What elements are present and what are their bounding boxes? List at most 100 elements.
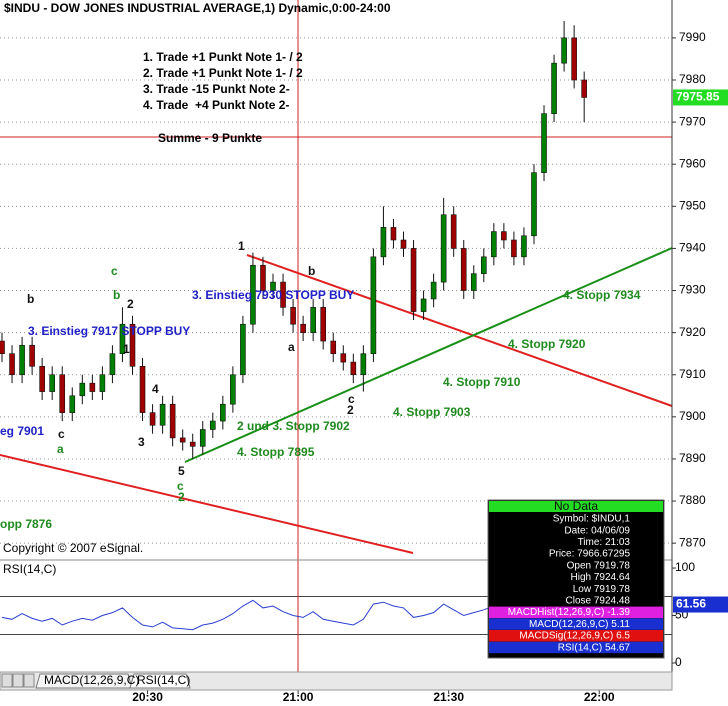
data-window-row: Open 7919.78 [567, 560, 631, 571]
candle-body [49, 374, 55, 392]
tab-label[interactable]: RSI(14,C) [137, 673, 190, 687]
scroll-button[interactable] [23, 673, 35, 688]
candles [0, 21, 587, 631]
data-window-row-bg [489, 618, 663, 630]
tab[interactable] [129, 673, 191, 689]
candle-body [179, 437, 186, 443]
trend-line [184, 247, 673, 463]
x-tick-label: 22:00 [584, 690, 615, 704]
trend-line [246, 254, 673, 407]
y-tick-label: 7930 [679, 283, 706, 297]
candle-body [450, 214, 457, 249]
candle-body [280, 281, 286, 308]
candle-body [89, 382, 96, 392]
candle-body [29, 344, 35, 367]
data-window-row: MACDSig(12,26,9,C) 6.5 [519, 631, 630, 642]
annotation: b [308, 264, 315, 278]
annotation: 3 [138, 435, 145, 449]
y-tick-label: 7990 [679, 30, 706, 44]
y-tick-label: 7870 [679, 535, 706, 549]
rsi-line [1, 590, 585, 631]
y-tick-label: 0 [675, 655, 682, 669]
y-tick-label: 7880 [679, 493, 706, 507]
annotation: c [58, 427, 65, 441]
candle-body [79, 382, 86, 397]
y-tick-label: 7960 [679, 156, 706, 170]
candle-body [340, 353, 347, 363]
tab-label[interactable]: MACD(12,26,9,C) [44, 673, 139, 687]
candle-body [380, 227, 387, 258]
y-tick-label: 100 [675, 560, 695, 574]
candle-body [290, 307, 296, 325]
candle-body [581, 79, 587, 98]
candle-body [119, 323, 126, 354]
x-tick-label: 21:30 [433, 690, 464, 704]
candle-body [209, 420, 216, 430]
candle-body [109, 353, 116, 376]
candle-body [501, 231, 507, 241]
data-window-row: Low 7919.78 [573, 584, 631, 595]
candle-body [260, 264, 266, 291]
candle-body [420, 298, 427, 312]
chart-title: $INDU - DOW JONES INDUSTRIAL AVERAGE,1) … [4, 1, 391, 15]
candle-body [320, 307, 327, 342]
candle-body [460, 248, 467, 291]
data-window-row: MACD(12,26,9,C) 5.11 [529, 619, 630, 630]
annotation: 1 [238, 239, 245, 253]
annotation: 3. Einstieg 7917 STOPP BUY [28, 324, 190, 338]
data-window-row: Time: 21:03 [578, 537, 631, 548]
annotation: 4. Stopp 7910 [443, 375, 521, 389]
x-tick-label: 20:30 [132, 690, 163, 704]
annotation: a [57, 442, 64, 456]
candle-body [470, 273, 477, 291]
rsi-title: RSI(14,C) [3, 562, 56, 576]
candle-body [240, 323, 246, 376]
candle-body [571, 37, 577, 81]
y-tick-label: 7910 [679, 367, 706, 381]
candle-body [99, 374, 106, 392]
last-value-label: 61.56 [676, 597, 706, 611]
annotation: c [348, 392, 355, 406]
candle-body [480, 256, 487, 274]
annotation: c [111, 264, 118, 278]
data-window-row-bg [489, 630, 663, 642]
candle-body [69, 395, 76, 413]
summary: Summe - 9 Punkte [158, 131, 262, 145]
labels: 7870 7880 7890 7900 7910 7920 7930 7940 7950 7960… [0, 30, 728, 704]
candle-body [491, 231, 497, 258]
candle-body [360, 353, 367, 376]
note: 2. Trade +1 Punkt Note 1- / 2 [143, 66, 303, 80]
candle-body [19, 344, 25, 376]
candle-body [39, 366, 45, 392]
candle-body [129, 323, 136, 367]
x-tick-label: 21:00 [283, 690, 314, 704]
data-window-title: No Data [554, 499, 598, 513]
candle-body [169, 403, 176, 439]
annotation: 5 [178, 464, 185, 478]
candle-body [410, 248, 417, 312]
candle-body [189, 441, 196, 447]
y-tick-label: 7920 [679, 325, 706, 339]
data-window-row: MACDHist(12,26,9,C) -1.39 [508, 607, 631, 618]
candle-body [561, 37, 567, 64]
y-tick-label: 7940 [679, 241, 706, 255]
candle-body [430, 281, 437, 300]
trend-line [0, 454, 414, 554]
candle-body [400, 239, 407, 249]
candle-body [440, 214, 447, 283]
note: 1. Trade +1 Punkt Note 1- / 2 [143, 50, 303, 64]
data-window-row-bg [489, 606, 663, 619]
annotation: 4. Stopp 7920 [508, 337, 586, 351]
y-tick-label: 7950 [679, 198, 706, 212]
annotation: b [27, 292, 34, 306]
annotation: 4. Stopp 7934 [563, 288, 641, 302]
last-price-box [673, 89, 728, 106]
candle-body [159, 403, 166, 426]
candle-body [59, 374, 66, 413]
copyright: Copyright © 2007 eSignal. [3, 541, 143, 555]
scroll-button[interactable] [1, 673, 13, 688]
note: 4. Trade +4 Punkt Note 2- [143, 98, 289, 112]
scroll-button[interactable] [12, 673, 24, 688]
